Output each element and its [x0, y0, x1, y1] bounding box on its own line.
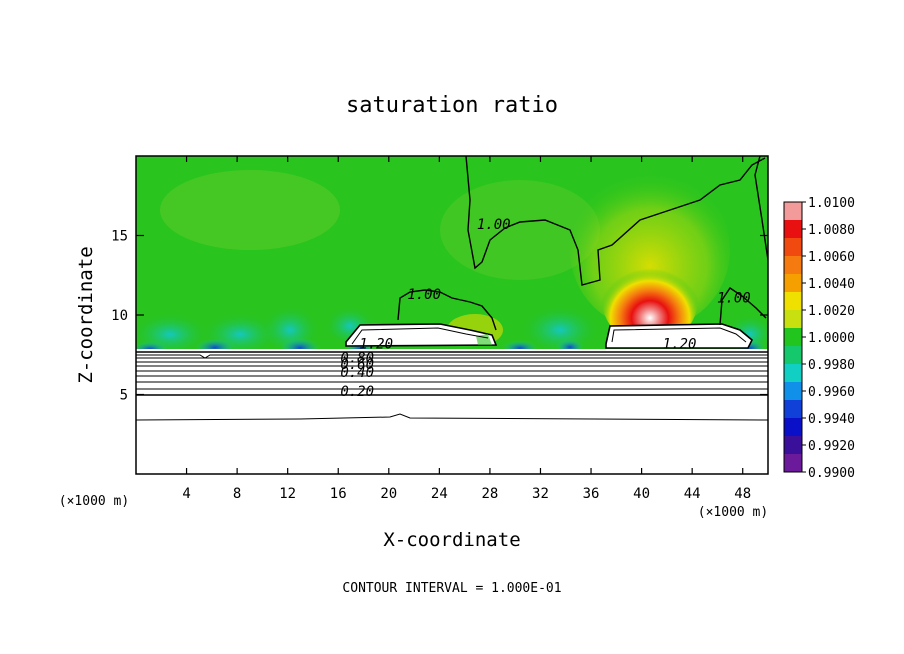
colorbar-swatch [784, 454, 802, 473]
contour-label: 1.20 [359, 336, 393, 352]
x-tick-label: 12 [279, 486, 296, 502]
y-tick-label: 10 [111, 308, 128, 324]
contour-label: 1.00 [407, 287, 441, 303]
x-tick-label: 8 [233, 486, 241, 502]
colorbar-tick-label: 0.9940 [808, 412, 855, 427]
y-tick-label: 15 [111, 229, 128, 245]
cloud-region-right [605, 323, 753, 349]
x-tick-label: 16 [330, 486, 347, 502]
x-tick-label: 36 [583, 486, 600, 502]
colorbar-swatch [784, 328, 802, 347]
colorbar-swatch [784, 310, 802, 329]
colorbar-swatch [784, 346, 802, 365]
contour-label: 0.80 [340, 351, 374, 367]
colorbar-swatch [784, 220, 802, 239]
contour-label: 0.20 [340, 384, 374, 400]
y-axis-unit: (×1000 m) [59, 494, 129, 509]
colorbar-tick-label: 1.0020 [808, 304, 855, 319]
colorbar-swatch [784, 202, 802, 221]
contour-labels: 1.001.00 1.001.20 1.200.800.600.400.20 [340, 217, 751, 400]
colorbar-swatch [784, 418, 802, 437]
x-tick-label: 24 [431, 486, 448, 502]
colorbar-swatch [784, 274, 802, 293]
subsaturated-region [136, 349, 768, 474]
x-tick-label: 32 [532, 486, 549, 502]
x-tick-label: 48 [734, 486, 751, 502]
contour-label: 1.20 [663, 336, 697, 352]
colorbar-swatch [784, 238, 802, 257]
contour-label: 0.60 [340, 357, 374, 373]
x-axis: 4 8 12 16 20 24 28 32 36 40 44 48 [182, 156, 751, 502]
x-tick-label: 4 [182, 486, 190, 502]
field-contour-fill [136, 156, 768, 474]
colorbar: 1.0100 1.0080 1.0060 1.0040 1.0020 1.0000 0.99… [783, 196, 855, 481]
colorbar-tick-label: 1.0080 [808, 223, 855, 238]
colorbar-swatch [784, 292, 802, 311]
y-axis-title: Z-coordinate [75, 246, 97, 383]
colorbar-tick-label: 0.9920 [808, 439, 855, 454]
x-tick-label: 28 [481, 486, 498, 502]
contour-interval-note: CONTOUR INTERVAL = 1.000E-01 [342, 581, 561, 596]
x-tick-label: 44 [684, 486, 701, 502]
colorbar-swatch [784, 364, 802, 383]
chart-title: saturation ratio [346, 93, 558, 118]
contour-label: 1.00 [717, 290, 751, 306]
colorbar-tick-label: 0.9900 [808, 466, 855, 481]
colorbar-tick-label: 0.9960 [808, 385, 855, 400]
colorbar-swatch [784, 400, 802, 419]
contour-1-00-right [719, 287, 767, 326]
colorbar-tick-label: 0.9980 [808, 358, 855, 373]
supersaturation-core [602, 255, 698, 345]
colorbar-swatch [784, 256, 802, 275]
contour-1-00-upper [465, 156, 766, 286]
x-tick-label: 20 [380, 486, 397, 502]
x-axis-title: X-coordinate [383, 529, 520, 551]
colorbar-swatch [784, 382, 802, 401]
colorbar-tick-label: 1.0060 [808, 250, 855, 265]
contour-label: 0.40 [340, 365, 374, 381]
colorbar-tick-label: 1.0100 [808, 196, 855, 211]
colorbar-swatch [784, 436, 802, 455]
y-axis: 5 10 15 [111, 229, 768, 404]
x-tick-label: 40 [633, 486, 650, 502]
contour-1-00-middle [397, 289, 497, 331]
y-tick-label: 5 [120, 388, 128, 404]
colorbar-tick-label: 1.0000 [808, 331, 855, 346]
x-axis-unit: (×1000 m) [698, 505, 768, 520]
colorbar-tick-label: 1.0040 [808, 277, 855, 292]
contour-label: 1.00 [477, 217, 511, 233]
